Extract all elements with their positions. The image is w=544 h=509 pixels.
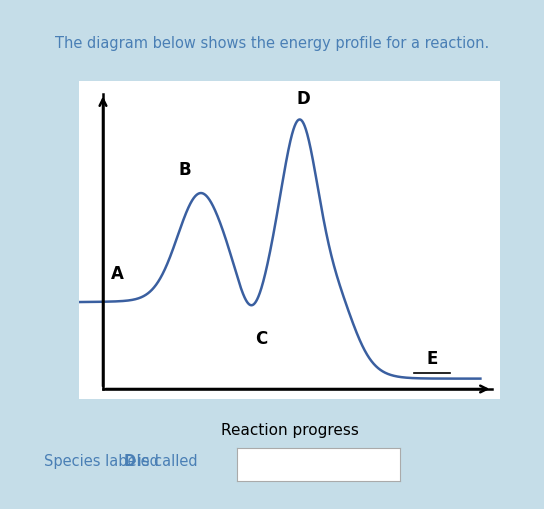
Text: A: A [110, 264, 123, 282]
Text: D: D [124, 453, 136, 468]
Text: is called: is called [133, 453, 198, 468]
Text: C: C [256, 329, 268, 347]
Text: Species labeled: Species labeled [44, 453, 163, 468]
Text: The diagram below shows the energy profile for a reaction.: The diagram below shows the energy profi… [55, 36, 489, 51]
Text: E: E [426, 350, 438, 367]
Text: B: B [179, 160, 191, 178]
Text: D: D [297, 90, 311, 107]
Text: Reaction progress: Reaction progress [221, 422, 358, 437]
